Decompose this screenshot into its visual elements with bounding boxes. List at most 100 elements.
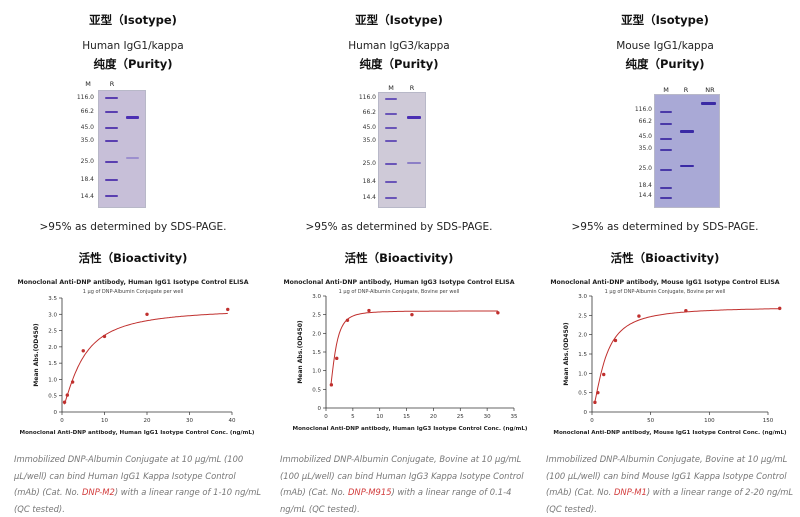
- caption-text: Immobilized DNP-Albumin Conjugate, Bovin…: [280, 454, 524, 497]
- catalog-link[interactable]: DNP-M915: [347, 487, 392, 497]
- mw-marker-label: 45.0: [362, 124, 376, 131]
- elisa-chart: Monoclonal Anti-DNP antibody, Human IgG1…: [17, 279, 255, 436]
- chart-title: Monoclonal Anti-DNP antibody, Human IgG3…: [283, 279, 514, 286]
- purity-text: >95% as determined by SDS-PAGE.: [305, 221, 493, 233]
- caption-text: ) with a linear range of 1-10 ng/mL (QC …: [14, 487, 262, 514]
- purity-text: >95% as determined by SDS-PAGE.: [571, 221, 759, 233]
- chart-subtitle: 1 μg of DNP-Albumin Conjugate, Bovine pe…: [605, 289, 726, 295]
- fit-curve: [63, 312, 228, 405]
- catalog-link[interactable]: DNP-M1: [613, 487, 647, 497]
- isotype-heading: 亚型（Isotype): [621, 13, 709, 27]
- fit-curve: [594, 308, 780, 404]
- y-axis-label: Mean Abs.(OD450): [33, 323, 40, 387]
- y-tick-label: 3.0: [578, 294, 587, 300]
- panel-human-igg1: 亚型（Isotype) Human IgG1/kappa 纯度（Purity) …: [0, 0, 266, 516]
- elisa-chart: Monoclonal Anti-DNP antibody, Mouse IgG1…: [550, 279, 787, 436]
- gel-lane-header: M: [388, 84, 394, 92]
- gel-lane-header: R: [683, 86, 689, 94]
- data-point: [613, 338, 618, 343]
- isotype-value: Mouse IgG1/kappa: [616, 40, 714, 52]
- x-axis-label: Monoclonal Anti-DNP antibody, Human IgG1…: [20, 430, 255, 436]
- x-tick-label: 0: [324, 414, 328, 420]
- mw-marker-label: 14.4: [638, 192, 652, 199]
- y-axis-label: Mean Abs.(OD450): [563, 322, 570, 386]
- x-tick-label: 5: [351, 414, 355, 420]
- y-tick-label: 3.0: [312, 294, 321, 300]
- purity-heading: 纯度（Purity): [93, 57, 173, 71]
- data-point: [602, 372, 606, 377]
- mw-marker-label: 35.0: [638, 145, 652, 152]
- gel-lane-header: M: [85, 80, 91, 88]
- panel-human-igg3: 亚型（Isotype) Human IgG3/kappa 纯度（Purity) …: [266, 0, 532, 516]
- x-axis-label: Monoclonal Anti-DNP antibody, Mouse IgG1…: [553, 430, 787, 436]
- data-point: [496, 311, 500, 315]
- y-tick-label: 1.0: [48, 377, 57, 383]
- gel-lane-header: M: [663, 86, 669, 94]
- mw-marker-label: 14.4: [80, 193, 94, 200]
- data-point: [102, 334, 107, 339]
- mw-marker-label: 18.4: [362, 178, 376, 185]
- mw-marker-label: 25.0: [638, 165, 652, 172]
- x-tick-label: 20: [430, 414, 437, 420]
- isotype-value: Human IgG3/kappa: [348, 40, 450, 52]
- data-point: [335, 356, 339, 361]
- sds-page-gel: [378, 92, 426, 208]
- y-tick-label: 1.5: [578, 352, 587, 358]
- mw-marker-label: 66.2: [638, 118, 652, 125]
- data-point: [145, 312, 149, 316]
- mw-marker-label: 18.4: [638, 182, 652, 189]
- x-tick-label: 30: [186, 418, 193, 424]
- data-point: [81, 349, 85, 353]
- y-tick-label: 2.0: [578, 333, 587, 339]
- y-tick-label: 2.5: [312, 313, 321, 319]
- purity-heading: 纯度（Purity): [625, 57, 705, 71]
- y-axis-label: Mean Abs.(OD450): [297, 320, 304, 384]
- chart-subtitle: 1 μg of DNP-Albumin Conjugate, Bovine pe…: [339, 289, 460, 295]
- x-tick-label: 40: [229, 418, 236, 424]
- bioactivity-heading: 活性（Bioactivity): [344, 251, 454, 265]
- x-tick-label: 0: [60, 418, 64, 424]
- data-point: [367, 308, 371, 313]
- mw-marker-label: 116.0: [634, 106, 652, 113]
- bioactivity-heading: 活性（Bioactivity): [610, 251, 720, 265]
- data-point: [226, 307, 230, 312]
- mw-marker-label: 116.0: [76, 94, 94, 101]
- y-tick-label: 2.0: [312, 331, 321, 337]
- data-point: [345, 318, 350, 322]
- x-tick-label: 150: [763, 418, 774, 424]
- x-tick-label: 0: [590, 418, 594, 424]
- elisa-chart: Monoclonal Anti-DNP antibody, Human IgG3…: [283, 279, 527, 432]
- data-point: [70, 380, 75, 384]
- caption: Immobilized DNP-Albumin Conjugate, Bovin…: [280, 451, 530, 517]
- catalog-link[interactable]: DNP-M2: [81, 487, 115, 497]
- x-tick-label: 35: [511, 414, 518, 420]
- mw-marker-label: 45.0: [638, 133, 652, 140]
- y-tick-label: 1.5: [312, 350, 321, 356]
- y-tick-label: 2.0: [48, 345, 57, 351]
- x-tick-label: 15: [403, 414, 410, 420]
- purity-text: >95% as determined by SDS-PAGE.: [39, 221, 227, 233]
- y-tick-label: 1.5: [48, 361, 57, 367]
- data-point: [637, 314, 641, 318]
- caption: Immobilized DNP-Albumin Conjugate, Bovin…: [546, 451, 796, 517]
- y-tick-label: 0: [54, 410, 58, 416]
- mw-marker-label: 18.4: [80, 176, 94, 183]
- x-tick-label: 10: [376, 414, 383, 420]
- mw-marker-label: 35.0: [362, 137, 376, 144]
- sds-page-gel: [654, 94, 720, 208]
- gel-lane-header: R: [109, 80, 115, 88]
- caption-text: Immobilized DNP-Albumin Conjugate, Bovin…: [546, 454, 788, 497]
- mw-marker-label: 66.2: [362, 109, 376, 116]
- data-point: [593, 400, 597, 405]
- chart-title: Monoclonal Anti-DNP antibody, Mouse IgG1…: [550, 279, 779, 286]
- data-point: [410, 312, 414, 317]
- mw-marker-label: 14.4: [362, 194, 376, 201]
- data-point: [778, 306, 782, 311]
- sds-page-gel: [98, 90, 146, 208]
- chart-subtitle: 1 μg of DNP-Albumin Conjugate per well: [83, 289, 183, 295]
- y-tick-label: 0.5: [578, 391, 587, 397]
- y-tick-label: 1.0: [312, 369, 321, 375]
- isotype-heading: 亚型（Isotype): [89, 13, 177, 27]
- data-point: [62, 400, 67, 404]
- data-point: [329, 383, 334, 387]
